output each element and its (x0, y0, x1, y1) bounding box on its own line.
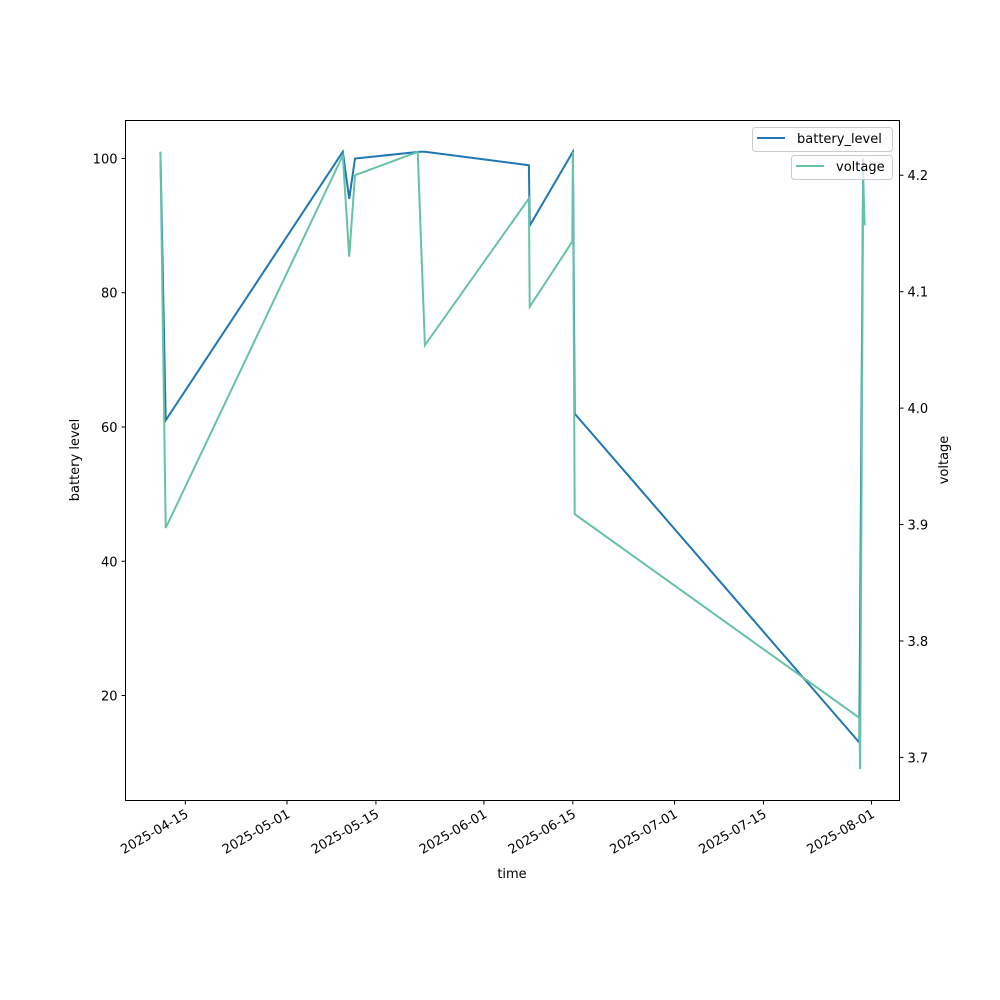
y-tick-label: 60 (101, 421, 118, 436)
series-line-voltage (159, 150, 866, 770)
y-axis-label: battery level (68, 419, 83, 502)
x-axis-label: time (497, 867, 526, 882)
legend-battery-label: battery_level (797, 132, 882, 147)
y-tick-label: 100 (93, 152, 118, 167)
y2-tick-label: 3.7 (908, 751, 929, 766)
axes-frame (125, 120, 900, 801)
legend-voltage-label: voltage (836, 160, 885, 175)
y2-tick-label: 4.0 (908, 402, 929, 417)
y2-tick-label: 3.8 (908, 635, 929, 650)
y2-tick-label: 4.1 (908, 286, 929, 301)
legend-battery-box (752, 127, 893, 152)
y-tick-label: 20 (101, 690, 118, 705)
y2-axis-label: voltage (937, 436, 952, 485)
y2-tick-label: 4.2 (908, 169, 929, 184)
y2-tick-label: 3.9 (908, 519, 929, 534)
legend-battery: battery_level (752, 127, 893, 152)
y-tick-label: 80 (101, 287, 118, 302)
legend-voltage: voltage (791, 155, 893, 180)
series-layer (159, 148, 866, 770)
legend-voltage-box (791, 155, 893, 180)
y-tick-label: 40 (101, 555, 118, 570)
